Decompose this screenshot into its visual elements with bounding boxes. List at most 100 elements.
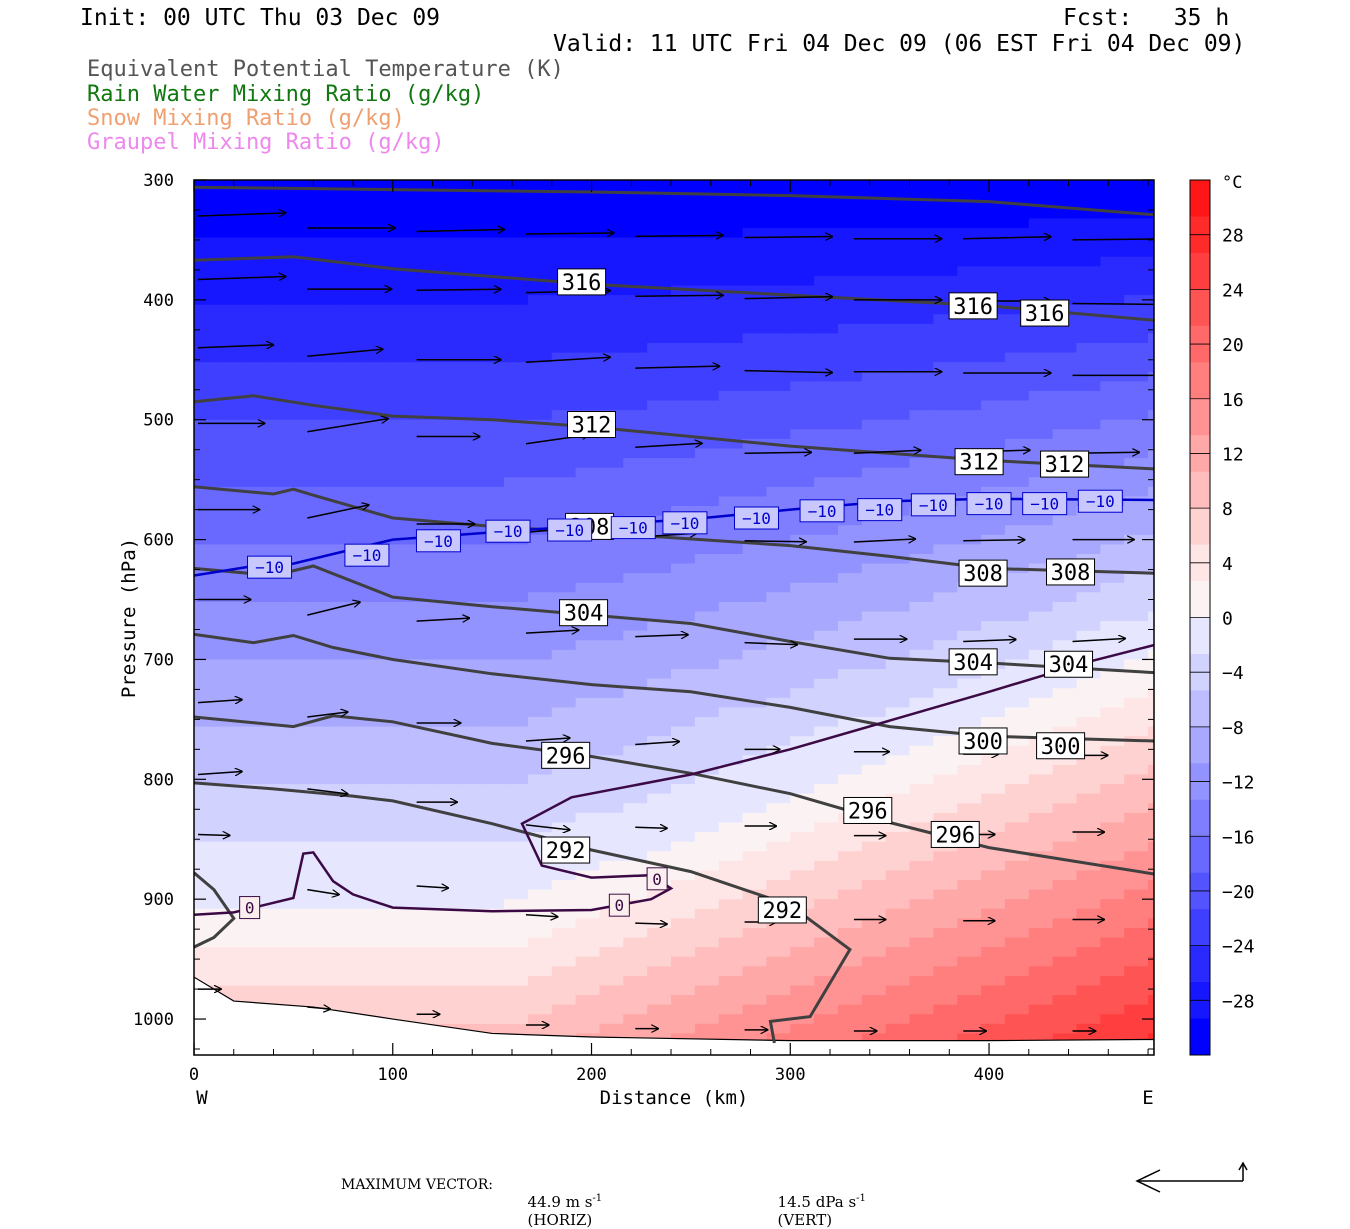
field-cell (408, 477, 434, 488)
field-cell (1052, 343, 1078, 354)
field-cell (384, 937, 410, 948)
field-cell (885, 438, 911, 450)
field-cell (885, 333, 911, 344)
field-cell (885, 601, 911, 613)
field-cell (885, 726, 911, 737)
field-cell (599, 803, 624, 814)
field-cell (718, 899, 744, 910)
field-cell (480, 553, 505, 565)
field-cell (551, 180, 577, 191)
field-cell (909, 822, 934, 833)
field-cell (480, 390, 505, 402)
field-cell (814, 812, 839, 824)
field-cell (480, 381, 505, 392)
field-cell (981, 390, 1006, 402)
colorbar-band (1190, 471, 1210, 509)
field-cell (480, 736, 505, 747)
field-cell (694, 295, 720, 306)
field-cell (360, 812, 386, 824)
field-cell (408, 256, 434, 267)
field-cell (909, 247, 934, 258)
field-cell (694, 640, 720, 651)
field-cell (790, 573, 815, 584)
field-cell (671, 352, 696, 363)
field-cell (480, 832, 505, 843)
field-cell (1004, 582, 1030, 593)
field-cell (456, 784, 481, 795)
field-cell (647, 688, 672, 699)
field-cell (289, 880, 314, 891)
field-cell (313, 582, 338, 593)
field-cell (360, 640, 386, 651)
field-cell (575, 918, 601, 929)
field-cell (360, 745, 386, 756)
field-cell (360, 477, 386, 488)
field-cell (766, 966, 791, 977)
field-cell (1076, 1023, 1101, 1035)
field-cell (456, 764, 481, 776)
field-cell (1124, 995, 1149, 1006)
field-cell (909, 688, 934, 699)
field-cell (313, 180, 338, 191)
field-cell (1028, 582, 1054, 593)
field-cell (1004, 611, 1030, 622)
field-cell (194, 841, 219, 852)
field-cell (504, 736, 529, 747)
field-cell (504, 601, 529, 613)
field-cell (1028, 438, 1054, 450)
field-cell (527, 755, 553, 766)
field-cell (814, 352, 839, 363)
field-cell (599, 812, 624, 824)
field-cell (194, 956, 219, 967)
field-cell (837, 410, 863, 421)
field-cell (1100, 707, 1125, 718)
field-cell (1052, 755, 1078, 766)
field-cell (504, 553, 529, 565)
field-cell (909, 985, 934, 996)
field-cell (408, 985, 434, 996)
field-cell (408, 745, 434, 756)
field-cell (647, 793, 672, 804)
field-cell (1148, 573, 1154, 584)
field-cell (217, 899, 243, 910)
field-cell (1076, 343, 1101, 354)
field-cell (527, 985, 553, 996)
field-cell (933, 237, 958, 248)
field-cell (1124, 822, 1149, 833)
field-cell (432, 851, 457, 862)
field-cell (861, 544, 887, 555)
field-cell (1004, 400, 1030, 411)
field-cell (432, 947, 457, 958)
field-cell (504, 582, 529, 593)
field-cell (360, 247, 386, 258)
field-cell (194, 726, 219, 737)
field-cell (766, 534, 791, 545)
field-cell (1004, 899, 1030, 910)
field-cell (599, 975, 624, 987)
field-cell (265, 707, 291, 718)
field-cell (599, 688, 624, 699)
field-cell (957, 256, 982, 267)
field-cell (432, 860, 457, 872)
field-cell (718, 812, 744, 824)
valid-time: Valid: 11 UTC Fri 04 Dec 09 (06 EST Fri … (553, 31, 1246, 57)
field-cell (933, 851, 958, 862)
field-cell (623, 841, 648, 852)
field-cell (981, 764, 1006, 776)
field-cell (599, 649, 624, 661)
field-cell (527, 256, 553, 267)
field-cell (766, 880, 791, 891)
field-cell (265, 716, 291, 728)
field-cell (909, 745, 934, 756)
field-cell (384, 1004, 410, 1015)
field-cell (814, 630, 839, 641)
field-cell (742, 774, 768, 785)
theta-e-label: 308 (958, 559, 1008, 587)
field-cell (957, 438, 982, 450)
field-cell (837, 323, 863, 335)
field-cell (408, 611, 434, 622)
field-cell (671, 199, 696, 210)
field-cell (1148, 438, 1154, 450)
field-cell (742, 180, 768, 191)
field-cell (480, 266, 505, 277)
